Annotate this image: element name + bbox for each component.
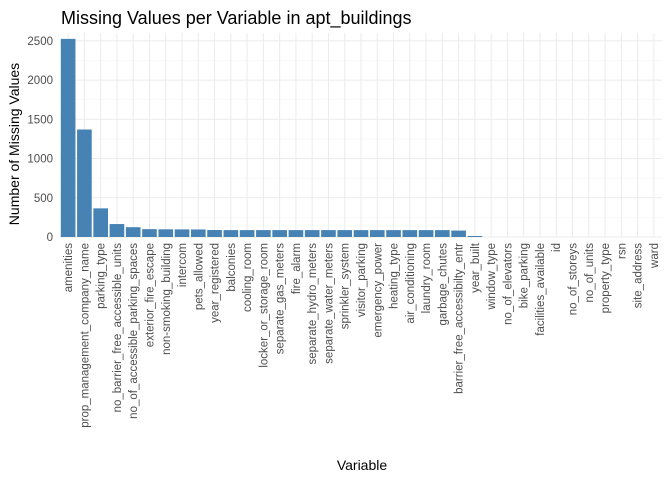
x-tick-label: visitor_parking (356, 243, 368, 317)
bar-heating-type (386, 230, 401, 237)
x-tick-label: balconies (226, 243, 238, 292)
x-tick-label: intercom (177, 243, 189, 287)
x-tick-label: separate_gas_meters (275, 243, 287, 354)
bar-locker-or-storage-room (256, 230, 271, 237)
y-tick-label: 0 (47, 232, 53, 244)
bar-air-conditioning (402, 230, 418, 237)
bar-separate-gas-meters (272, 230, 287, 237)
x-tick-label: year_registered (210, 243, 222, 323)
x-tick-label: ward (649, 243, 661, 269)
x-tick-label: barrier_free_accessibilty_entr (454, 243, 466, 394)
x-tick-label: parking_type (96, 243, 108, 309)
bar-prop-management-company-name (77, 129, 92, 237)
y-axis-title: Number of Missing Values (6, 63, 22, 225)
x-tick-label: emergency_power (372, 243, 384, 338)
bar-balconies (223, 230, 239, 237)
bar-separate-hydro-meters (304, 230, 320, 237)
bar-sprinkler-system (337, 230, 353, 237)
bar-laundry-room (418, 230, 434, 237)
bar-exterior-fire-escape (142, 229, 157, 237)
x-tick-label: air_conditioning (405, 243, 417, 324)
y-tick-label: 2500 (27, 36, 53, 48)
bar-visitor-parking (353, 230, 369, 237)
bar-intercom (174, 229, 190, 237)
bar-non-smoking-building (158, 229, 174, 237)
y-axis-ticks: 0 500 1000 1500 2000 2500 (27, 36, 53, 244)
x-tick-label: fire_alarm (291, 243, 303, 294)
x-tick-label: no_of_units (584, 243, 596, 303)
bar-fire-alarm (288, 230, 304, 237)
x-axis-ticks: amenities prop_management_company_name par… (63, 242, 661, 428)
x-tick-label: facilities_available (535, 243, 547, 336)
bar-barrier-free-accessibilty-entr (451, 230, 466, 237)
x-tick-label: window_type (486, 243, 498, 310)
x-tick-label: non-smoking_building (161, 243, 173, 355)
x-tick-label: year_built (470, 242, 482, 293)
x-tick-label: site_address (633, 243, 645, 308)
bar-no-barrier-free-accessible-units (109, 224, 125, 237)
bars (60, 38, 483, 237)
x-tick-label: id (551, 243, 563, 252)
bar-emergency-power (369, 230, 385, 237)
x-tick-label: prop_management_company_name (79, 243, 91, 428)
x-tick-label: locker_or_storage_room (258, 243, 270, 368)
bar-year-built (467, 235, 483, 237)
bar-year-registered (207, 230, 222, 237)
x-tick-label: no_of_storeys (568, 243, 580, 315)
x-tick-label: pets_allowed (193, 243, 205, 310)
bar-cooling-room (239, 230, 255, 237)
x-tick-label: separate_water_meters (323, 243, 335, 364)
x-tick-label: property_type (600, 243, 612, 313)
chart-title: Missing Values per Variable in apt_build… (61, 8, 412, 29)
bar-amenities (60, 38, 76, 237)
x-tick-label: amenities (63, 243, 75, 292)
y-tick-label: 1000 (27, 154, 53, 166)
x-tick-label: no_of_elevators (502, 243, 514, 325)
x-axis-title: Variable (337, 457, 388, 473)
x-tick-label: separate_hydro_meters (307, 243, 319, 365)
x-tick-label: rsn (616, 243, 628, 259)
x-tick-label: no_of_accessible_parking_spaces (128, 243, 140, 419)
y-tick-label: 500 (34, 193, 53, 205)
x-tick-label: cooling_room (242, 243, 254, 312)
x-tick-label: exterior_fire_escape (144, 243, 156, 347)
x-tick-label: garbage_chutes (437, 243, 449, 326)
bar-garbage-chutes (435, 230, 450, 237)
y-tick-label: 1500 (27, 114, 53, 126)
x-tick-label: laundry_room (421, 243, 433, 313)
x-tick-label: heating_type (389, 243, 401, 309)
grid (60, 33, 662, 238)
bar-no-of-accessible-parking-spaces (125, 227, 141, 237)
bar-parking-type (93, 208, 108, 237)
x-tick-label: bike_parking (519, 243, 531, 308)
y-tick-label: 2000 (27, 75, 53, 87)
bar-separate-water-meters (321, 230, 336, 237)
bar-pets-allowed (190, 229, 206, 237)
x-tick-label: no_barrier_free_accessible_units (112, 243, 124, 413)
x-tick-label: sprinkler_system (340, 243, 352, 329)
